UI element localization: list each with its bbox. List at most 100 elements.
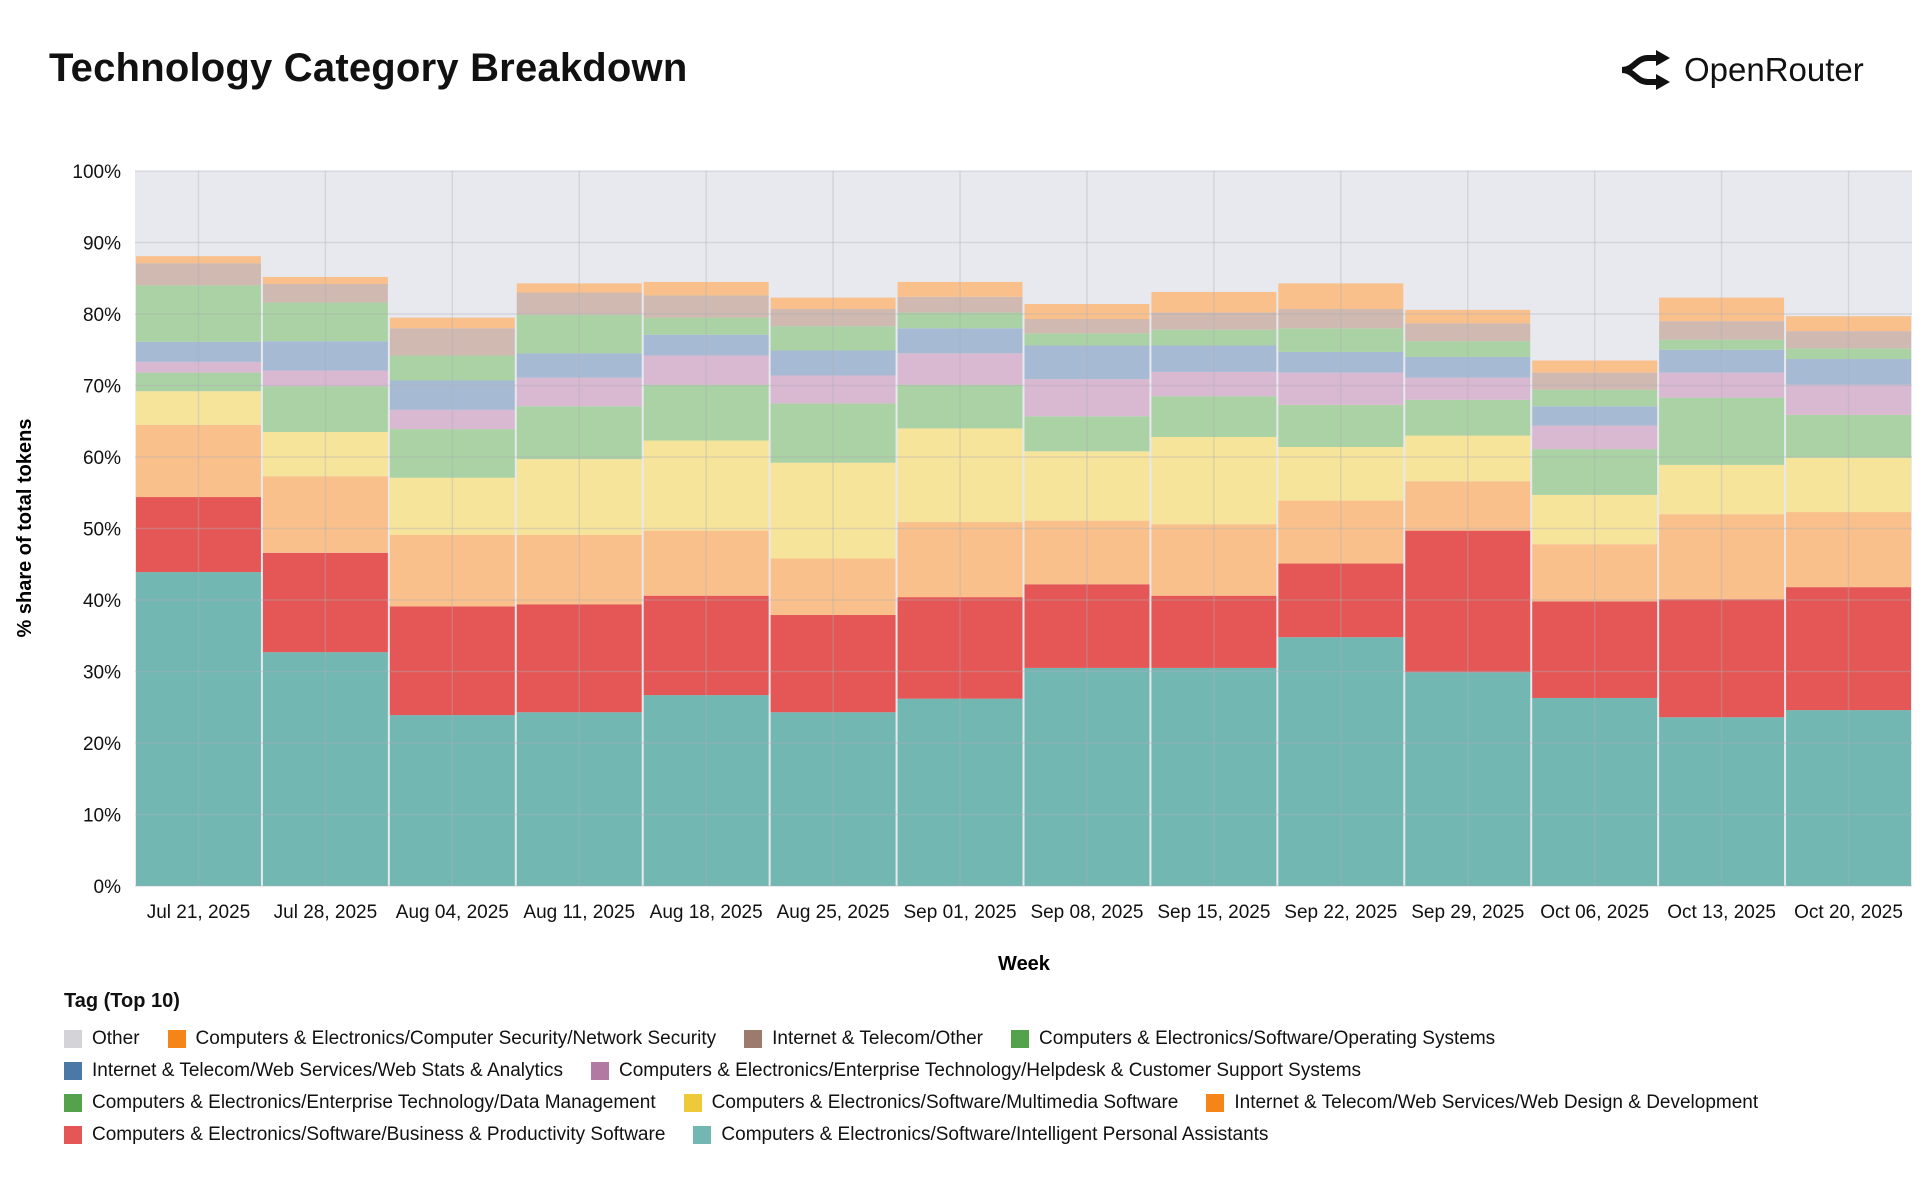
bar-segment[interactable]	[389, 409, 515, 430]
bar-segment[interactable]	[1024, 451, 1150, 521]
bar-segment[interactable]	[516, 314, 642, 354]
bar-segment[interactable]	[643, 355, 769, 385]
bar-segment[interactable]	[897, 384, 1023, 429]
bar-segment[interactable]	[136, 256, 261, 264]
bar-segment[interactable]	[262, 283, 388, 303]
bar-segment[interactable]	[389, 171, 515, 318]
bar-segment[interactable]	[770, 558, 896, 616]
bar-segment[interactable]	[1151, 595, 1277, 668]
bar-segment[interactable]	[1786, 587, 1911, 711]
bar-segment[interactable]	[897, 171, 1023, 282]
bar-segment[interactable]	[1659, 339, 1785, 350]
bar-segment[interactable]	[1405, 672, 1531, 886]
bar-segment[interactable]	[1278, 563, 1404, 638]
bar-segment[interactable]	[389, 317, 515, 329]
bar-segment[interactable]	[516, 353, 642, 378]
bar-segment[interactable]	[1151, 312, 1277, 330]
bar-segment[interactable]	[1532, 601, 1658, 698]
bar-segment[interactable]	[1024, 520, 1150, 585]
bar-segment[interactable]	[1278, 446, 1404, 501]
bar-segment[interactable]	[1532, 449, 1658, 495]
bar-segment[interactable]	[770, 350, 896, 376]
bar-segment[interactable]	[1532, 360, 1658, 373]
bar-segment[interactable]	[516, 406, 642, 460]
bar-segment[interactable]	[897, 312, 1023, 329]
legend-item[interactable]: Computers & Electronics/Software/Multime…	[683, 1092, 1178, 1114]
bar-segment[interactable]	[770, 712, 896, 886]
bar-segment[interactable]	[1151, 171, 1277, 292]
bar-segment[interactable]	[1659, 397, 1785, 465]
bar-segment[interactable]	[262, 171, 388, 277]
bar-segment[interactable]	[1786, 457, 1911, 513]
bar-segment[interactable]	[1405, 399, 1531, 436]
bar-segment[interactable]	[1151, 396, 1277, 437]
bar-segment[interactable]	[1659, 297, 1785, 322]
bar-segment[interactable]	[1278, 283, 1404, 309]
bar-segment[interactable]	[643, 281, 769, 296]
legend-item[interactable]: Internet & Telecom/Other	[744, 1028, 983, 1050]
bar-segment[interactable]	[643, 440, 769, 531]
bar-segment[interactable]	[1024, 171, 1150, 304]
bar-segment[interactable]	[1659, 599, 1785, 718]
bar-segment[interactable]	[1024, 584, 1150, 668]
bar-segment[interactable]	[1405, 530, 1531, 673]
bar-segment[interactable]	[516, 292, 642, 315]
bar-segment[interactable]	[1151, 436, 1277, 525]
legend-item[interactable]: Internet & Telecom/Web Services/Web Desi…	[1206, 1092, 1758, 1114]
bar-segment[interactable]	[1278, 500, 1404, 564]
bar-segment[interactable]	[1024, 416, 1150, 452]
bar-segment[interactable]	[389, 534, 515, 607]
bar-segment[interactable]	[262, 276, 388, 284]
bar-segment[interactable]	[1405, 323, 1531, 342]
bar-segment[interactable]	[770, 462, 896, 559]
bar-segment[interactable]	[262, 552, 388, 653]
bar-segment[interactable]	[643, 595, 769, 696]
bar-segment[interactable]	[262, 370, 388, 387]
bar-segment[interactable]	[1405, 377, 1531, 400]
bar-segment[interactable]	[136, 171, 261, 257]
bar-segment[interactable]	[1405, 341, 1531, 357]
bar-segment[interactable]	[1024, 379, 1150, 417]
bar-segment[interactable]	[1786, 512, 1911, 588]
bar-segment[interactable]	[1786, 359, 1911, 385]
bar-segment[interactable]	[1278, 328, 1404, 352]
bar-segment[interactable]	[1405, 356, 1531, 378]
bar-segment[interactable]	[770, 615, 896, 713]
bar-segment[interactable]	[897, 281, 1023, 297]
bar-segment[interactable]	[1532, 389, 1658, 407]
bar-segment[interactable]	[643, 334, 769, 356]
bar-segment[interactable]	[1278, 351, 1404, 373]
bar-segment[interactable]	[770, 403, 896, 463]
bar-segment[interactable]	[1405, 309, 1531, 324]
bar-segment[interactable]	[1405, 171, 1531, 310]
bar-segment[interactable]	[262, 652, 388, 886]
bar-segment[interactable]	[1786, 331, 1911, 349]
bar-segment[interactable]	[1532, 544, 1658, 602]
bar-segment[interactable]	[1786, 710, 1911, 886]
bar-segment[interactable]	[897, 328, 1023, 354]
bar-segment[interactable]	[389, 715, 515, 886]
bar-segment[interactable]	[1532, 697, 1658, 886]
bar-segment[interactable]	[643, 295, 769, 318]
bar-segment[interactable]	[136, 572, 261, 886]
bar-segment[interactable]	[897, 698, 1023, 886]
bar-segment[interactable]	[1024, 319, 1150, 334]
bar-segment[interactable]	[1659, 349, 1785, 373]
bar-segment[interactable]	[1659, 717, 1785, 886]
bar-segment[interactable]	[1532, 171, 1658, 361]
bar-segment[interactable]	[136, 361, 261, 373]
bar-segment[interactable]	[262, 476, 388, 553]
bar-segment[interactable]	[770, 308, 896, 327]
bar-segment[interactable]	[643, 171, 769, 282]
bar-segment[interactable]	[643, 317, 769, 335]
bar-segment[interactable]	[1659, 464, 1785, 515]
bar-segment[interactable]	[1532, 406, 1658, 426]
bar-segment[interactable]	[389, 328, 515, 356]
bar-segment[interactable]	[262, 302, 388, 342]
legend-item[interactable]: Computers & Electronics/Software/Intelli…	[693, 1124, 1268, 1146]
bar-segment[interactable]	[516, 459, 642, 535]
legend-item[interactable]: Other	[64, 1028, 140, 1050]
legend-item[interactable]: Computers & Electronics/Enterprise Techn…	[591, 1060, 1361, 1082]
bar-segment[interactable]	[136, 372, 261, 392]
bar-segment[interactable]	[1659, 171, 1785, 298]
